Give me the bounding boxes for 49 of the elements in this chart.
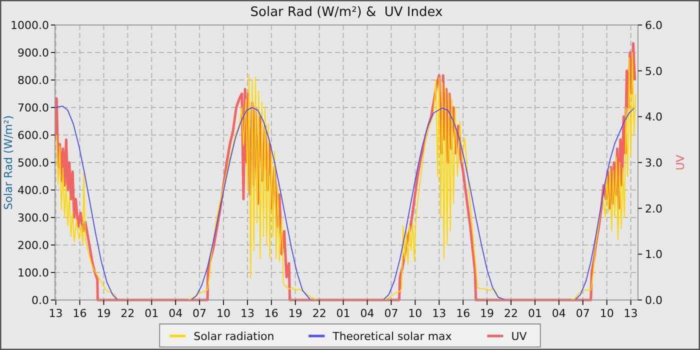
x-tick-label: 16 [264, 307, 278, 320]
y2-tick-label: 1.0 [645, 248, 662, 262]
x-tick-label: 01 [528, 307, 542, 320]
y-tick-label: 200.0 [18, 239, 49, 252]
y2-tick-label: 4.0 [645, 110, 662, 124]
x-tick-label: 07 [384, 307, 398, 320]
y-tick-label: 800.0 [18, 74, 49, 87]
y-tick-label: 600.0 [18, 129, 49, 142]
y-tick-label: 500.0 [18, 156, 49, 170]
legend-label: Solar radiation [194, 330, 274, 343]
y2-tick-label: 5.0 [645, 64, 662, 78]
x-tick-label: 01 [336, 307, 350, 320]
x-tick-label: 19 [288, 307, 302, 320]
y2-tick-label: 3.0 [645, 156, 662, 170]
x-tick-label: 10 [408, 307, 422, 320]
x-tick-label: 07 [576, 307, 590, 320]
x-tick-label: 19 [480, 307, 494, 320]
x-tick-label: 19 [96, 307, 111, 320]
y2-tick-label: 2.0 [645, 202, 662, 216]
y-tick-label: 0.0 [32, 294, 49, 307]
x-tick-label: 13 [624, 307, 638, 320]
y-tick-label: 700.0 [18, 102, 49, 114]
y-tick-label: 1000.0 [10, 19, 49, 32]
x-tick-label: 13 [432, 307, 446, 320]
y2-tick-label: 0.0 [645, 294, 662, 307]
x-tick-label: 16 [456, 307, 470, 320]
x-tick-label: 04 [360, 307, 374, 320]
x-tick-label: 10 [600, 307, 614, 320]
x-tick-label: 04 [168, 307, 183, 320]
chart-title: Solar Rad (W/m²) & UV Index [250, 5, 444, 20]
y-tick-label: 900.0 [18, 46, 49, 60]
y2-axis-title: UV [674, 154, 687, 170]
legend-label: Theoretical solar max [332, 330, 452, 343]
y-axis-title: Solar Rad (W/m²) [2, 115, 15, 210]
x-tick-label: 22 [312, 307, 326, 320]
x-tick-label: 13 [240, 307, 254, 320]
x-tick-label: 04 [552, 307, 566, 320]
x-tick-label: 22 [504, 307, 518, 320]
x-tick-label: 22 [120, 307, 135, 320]
x-tick-label: 13 [48, 307, 63, 320]
x-tick-label: 16 [72, 307, 87, 320]
y-tick-label: 300.0 [18, 212, 49, 224]
y2-tick-label: 6.0 [645, 19, 662, 32]
x-tick-label: 01 [144, 307, 159, 320]
x-tick-label: 10 [216, 307, 231, 320]
y-tick-label: 400.0 [18, 184, 49, 197]
legend-label: UV [511, 330, 528, 343]
y-tick-label: 100.0 [18, 266, 49, 280]
x-tick-label: 07 [192, 307, 207, 320]
